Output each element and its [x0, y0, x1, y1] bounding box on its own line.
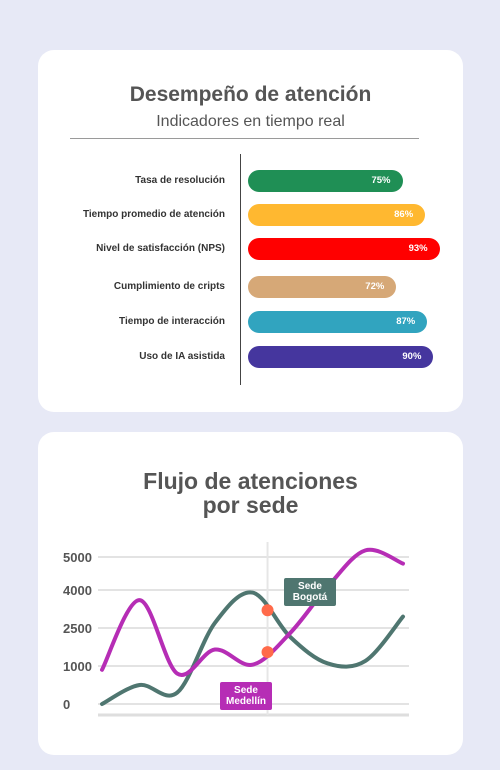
- bar: 93%: [248, 238, 440, 260]
- bar-value-label: 86%: [394, 209, 414, 220]
- bar-row: Cumplimiento de cripts 72%: [38, 276, 463, 298]
- bar-chart-axis: [240, 154, 241, 385]
- bar-label: Tiempo promedio de atención: [82, 209, 225, 220]
- sede-medellin-label-line2: Medellín: [225, 696, 266, 707]
- bar-row: Uso de IA asistida 90%: [38, 346, 463, 368]
- sede-medellin-label-line1: Sede: [234, 685, 258, 696]
- bar-row: Tiempo promedio de atención 86%: [38, 204, 463, 226]
- sede-bogota-label: Sede Bogotá: [284, 578, 336, 606]
- bar-label: Tasa de resolución: [135, 175, 225, 186]
- flow-card: Flujo de atenciones por sede 0 1000 2500 40…: [38, 432, 463, 755]
- bar-label: Nivel de satisfacción (NPS): [96, 243, 225, 254]
- bar-label: Tiempo de interacción: [119, 316, 225, 327]
- y-tick-label: 1000: [63, 659, 92, 674]
- y-tick-label: 5000: [63, 550, 92, 565]
- title-divider: [70, 138, 419, 139]
- line-chart: 0 1000 2500 4000 5000: [63, 542, 409, 717]
- y-tick-label: 0: [63, 697, 70, 712]
- bar-row: Nivel de satisfacción (NPS) 93%: [38, 238, 463, 260]
- bar-value-label: 93%: [408, 243, 428, 254]
- performance-title: Desempeño de atención: [129, 83, 372, 106]
- sede-medellin-label: Sede Medellín: [220, 682, 272, 710]
- bar-value-label: 90%: [402, 351, 422, 362]
- bar-value-label: 72%: [365, 281, 385, 292]
- series-marker: [261, 604, 274, 617]
- bar: 72%: [248, 276, 397, 298]
- y-tick-label: 2500: [63, 621, 92, 636]
- bar-row: Tiempo de interacción 87%: [38, 311, 463, 333]
- bar-value-label: 87%: [396, 316, 416, 327]
- bar-label: Uso de IA asistida: [139, 351, 225, 362]
- bar: 86%: [248, 204, 426, 226]
- performance-subtitle: Indicadores en tiempo real: [156, 113, 345, 130]
- performance-card: Desempeño de atención Indicadores en tie…: [38, 50, 463, 412]
- sede-medell-n-line: [100, 547, 405, 677]
- bar-row: Tasa de resolución 75%: [38, 170, 463, 192]
- flow-title-line2: por sede: [202, 492, 299, 518]
- y-tick-label: 4000: [63, 583, 92, 598]
- sede-bogota-label-line2: Bogotá: [292, 592, 328, 603]
- bar: 90%: [248, 346, 434, 368]
- series-marker: [261, 646, 274, 659]
- sede-bogot-line: [100, 590, 405, 706]
- flow-title: Flujo de atenciones por sede: [38, 469, 463, 517]
- sede-bogota-label-line1: Sede: [298, 581, 322, 592]
- bar: 87%: [248, 311, 428, 333]
- bar-label: Cumplimiento de cripts: [113, 281, 225, 292]
- bar-value-label: 75%: [371, 175, 391, 186]
- bar: 75%: [248, 170, 403, 192]
- flow-title-line1: Flujo de atenciones: [143, 468, 358, 494]
